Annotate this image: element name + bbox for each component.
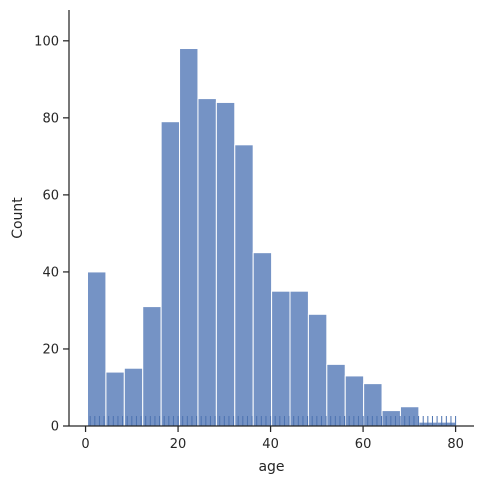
histogram-bar (215, 101, 236, 427)
x-tick-label: 20 (170, 437, 187, 452)
rug-marks (89, 416, 457, 426)
histogram-bar (252, 252, 273, 427)
histogram-bar (142, 306, 162, 427)
y-axis-ticks: 0 20 40 60 80 100 (34, 34, 69, 435)
x-axis-ticks: 0 20 40 60 80 (81, 426, 464, 452)
x-tick-label: 40 (262, 437, 279, 452)
histogram-bar (197, 98, 217, 427)
x-tick-label: 0 (81, 437, 89, 452)
histogram-bar (289, 290, 309, 427)
histogram-bar (87, 271, 107, 427)
y-tick-label: 20 (42, 342, 59, 357)
histogram-bar (326, 363, 346, 427)
x-tick-label: 60 (355, 437, 372, 452)
histogram-bar (363, 383, 383, 427)
y-tick-label: 0 (51, 420, 59, 435)
y-tick-label: 60 (42, 188, 59, 203)
y-tick-label: 100 (34, 34, 59, 49)
histogram-bar (344, 375, 365, 427)
histogram-bar (160, 121, 181, 427)
histogram-bar (271, 290, 291, 427)
y-tick-label: 40 (42, 265, 59, 280)
histogram-bars (87, 48, 457, 427)
histogram-bar (234, 144, 254, 427)
y-axis-label: Count (10, 197, 26, 239)
x-axis-label: age (258, 459, 284, 475)
histogram-bar (179, 48, 199, 427)
y-tick-label: 80 (42, 111, 59, 126)
histogram-bar (307, 313, 328, 427)
x-tick-label: 80 (447, 437, 464, 452)
